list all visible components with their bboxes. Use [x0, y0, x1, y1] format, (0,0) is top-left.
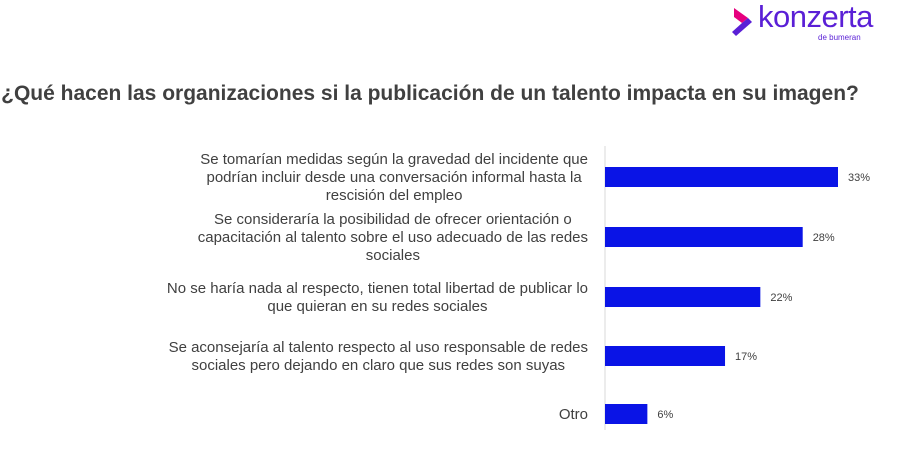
data-label: 33%	[848, 172, 870, 184]
category-label: No se haría nada al respecto, tienen tot…	[167, 280, 588, 315]
bar	[605, 287, 761, 307]
logo-subtitle: de bumeran	[818, 33, 861, 42]
bar	[605, 404, 648, 424]
category-label: Se aconsejaría al talento respecto al us…	[169, 339, 588, 374]
konzerta-logo: konzerta de bumeran	[730, 0, 895, 50]
category-label: Se tomarían medidas según la gravedad de…	[200, 151, 588, 204]
bars	[605, 167, 838, 424]
logo-wordmark: konzerta	[758, 0, 873, 34]
bar	[605, 167, 838, 187]
data-label: 6%	[657, 409, 673, 421]
data-label: 28%	[813, 232, 835, 244]
konzerta-mark-icon	[732, 8, 752, 36]
bar	[605, 227, 803, 247]
data-label: 17%	[735, 351, 757, 363]
category-label: Otro	[559, 406, 588, 423]
data-label: 22%	[770, 292, 792, 304]
category-label: Se consideraría la posibilidad de ofrece…	[198, 211, 588, 264]
chart-title: ¿Qué hacen las organizaciones si la publ…	[1, 82, 859, 105]
category-labels: Se tomarían medidas según la gravedad de…	[167, 151, 588, 423]
bar	[605, 346, 726, 366]
value-labels: 33% 28% 22% 17% 6%	[657, 172, 870, 421]
